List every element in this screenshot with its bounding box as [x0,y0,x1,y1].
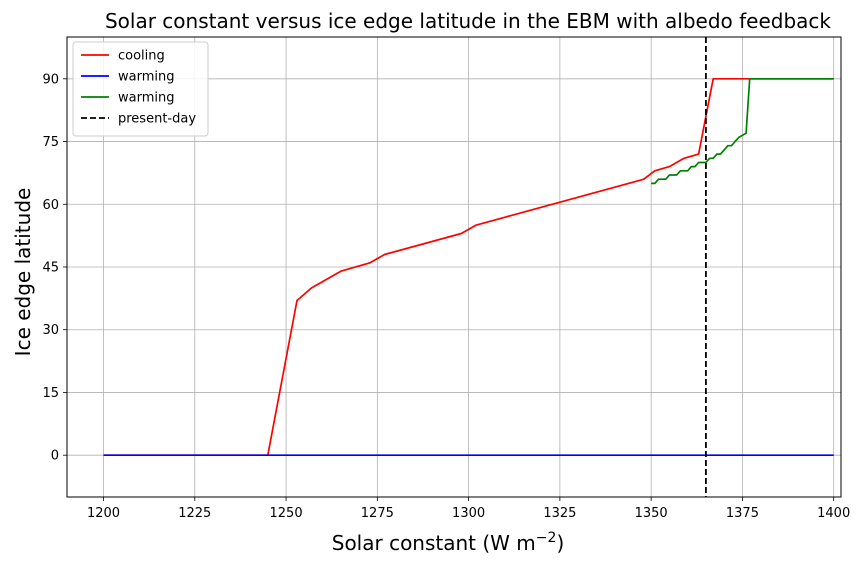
x-tick-label: 1350 [635,506,668,521]
y-axis-label: Ice edge latitude [11,188,35,357]
y-tick-label: 45 [42,261,59,276]
series-layer [103,37,834,497]
y-tick-label: 15 [42,386,59,401]
legend-label-warming: warming [118,70,174,85]
chart-title: Solar constant versus ice edge latitude … [105,9,831,33]
legend-label-cooling: cooling [118,49,165,64]
warming-line-2 [651,77,834,185]
x-tick-label: 1200 [87,506,120,521]
x-tick-label: 1300 [452,506,485,521]
legend-label-warming: warming [118,91,174,106]
y-tick-label: 30 [42,323,59,338]
legend-label-present-day: present-day [118,112,196,127]
x-axis-label-close: ) [556,531,564,555]
y-tick-label: 90 [42,72,59,87]
x-tick-label: 1275 [361,506,394,521]
y-tick-label: 75 [42,135,59,150]
x-tick-label: 1225 [178,506,211,521]
cooling-line-0 [103,77,834,457]
x-axis-label-superscript: −2 [536,530,557,546]
legend-box [72,41,209,137]
x-tick-label: 1400 [817,506,850,521]
x-tick-label: 1250 [270,506,303,521]
axis-ticks: 1200 1225 1250 1275 1300 1325 1350 1375 1400 0 15 3… [42,72,850,521]
x-axis-label: Solar constant (W m−2) [332,530,565,555]
x-axis-label-main: Solar constant (W m [332,531,536,555]
x-tick-label: 1375 [726,506,759,521]
legend: cooling warming warming present-day [72,41,209,137]
x-tick-label: 1325 [543,506,576,521]
y-tick-label: 60 [42,198,59,213]
y-tick-label: 0 [51,449,59,464]
